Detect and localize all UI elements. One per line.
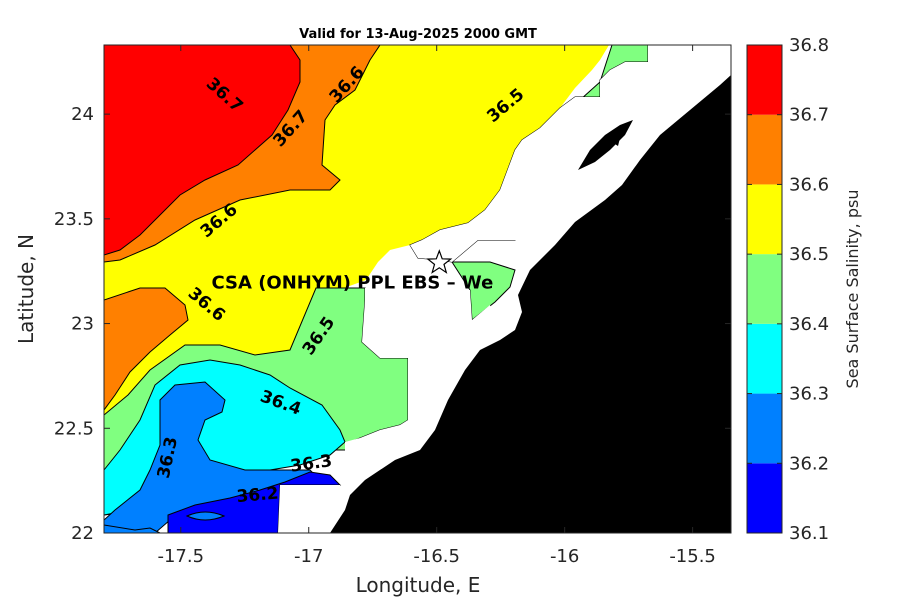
colorbar: 36.1 36.2 36.3 36.4 36.5 36.6 36.7 36.8 [746, 35, 829, 544]
band-orange-bottom [104, 287, 189, 411]
band-blue-eddy [185, 511, 226, 521]
y-axis-ticks: 22 22.5 23 23.5 24 [54, 104, 731, 544]
x-tick-label: -17.5 [157, 546, 204, 567]
colorbar-tick-label: 36.4 [789, 314, 829, 335]
annotation-layer: CSA (ONHYM) PPL EBS – We [211, 249, 493, 294]
colorbar-tick-label: 36.5 [789, 244, 829, 265]
chart-title: Valid for 13-Aug-2025 2000 GMT [299, 27, 537, 42]
band-blue-bottom [104, 524, 161, 533]
y-tick-label: 22 [71, 523, 94, 544]
plot-frame [103, 44, 732, 534]
colorbar-frame [746, 44, 783, 534]
colorbar-swatch [747, 114, 782, 185]
colorbar-swatch [747, 45, 782, 115]
y-tick-label: 22.5 [54, 418, 94, 439]
colorbar-tick-label: 36.7 [789, 105, 829, 126]
colorbar-swatch [747, 393, 782, 464]
site-annotation: CSA (ONHYM) PPL EBS – We [211, 273, 493, 294]
x-axis-ticks: -17.5 -17 -16.5 -16 -15.5 [157, 45, 716, 567]
x-tick-label: -16 [550, 546, 579, 567]
colorbar-tick-label: 36.1 [789, 523, 829, 544]
plot-area [104, 45, 731, 533]
x-tick-label: -15.5 [669, 546, 716, 567]
no-data-south [278, 485, 345, 533]
colorbar-tick-label: 36.6 [789, 174, 829, 195]
land-peninsula [578, 120, 633, 170]
colorbar-label: Sea Surface Salinity, psu [843, 190, 862, 389]
land-islet [612, 138, 620, 146]
colorbar-tick-label: 36.8 [789, 35, 829, 56]
land-mass [330, 75, 731, 533]
colorbar-tick-label: 36.2 [789, 453, 829, 474]
band-red [104, 45, 301, 256]
x-axis-label: Longitude, E [356, 573, 481, 597]
no-data-north [600, 45, 731, 100]
no-data-nearshore [410, 60, 731, 262]
colorbar-tick-label: 36.3 [789, 384, 829, 405]
x-tick-label: -16.5 [413, 546, 460, 567]
y-axis-label: Latitude, N [14, 234, 38, 344]
no-data-central [345, 288, 495, 470]
band-green-patch [451, 261, 516, 321]
colorbar-swatch [747, 184, 782, 255]
y-tick-label: 24 [71, 104, 94, 125]
y-tick-label: 23.5 [54, 209, 94, 230]
colorbar-swatch [747, 463, 782, 533]
x-tick-label: -17 [294, 546, 323, 567]
contour-label: 36.2 [236, 484, 280, 508]
colorbar-swatch [747, 254, 782, 324]
colorbar-swatch [747, 323, 782, 394]
star-marker-icon [426, 249, 453, 274]
y-tick-label: 23 [71, 314, 94, 335]
